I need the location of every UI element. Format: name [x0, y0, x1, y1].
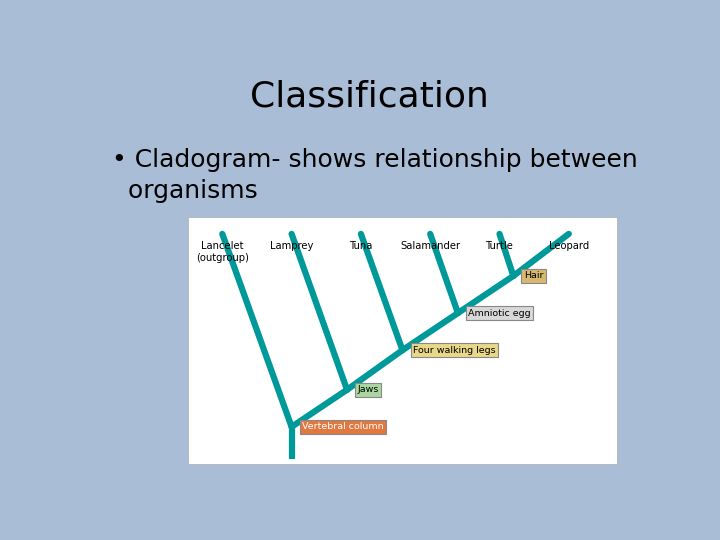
FancyBboxPatch shape: [188, 217, 617, 464]
Text: • Cladogram- shows relationship between: • Cladogram- shows relationship between: [112, 148, 638, 172]
Text: organisms: organisms: [112, 179, 258, 203]
Text: Classification: Classification: [250, 79, 488, 113]
